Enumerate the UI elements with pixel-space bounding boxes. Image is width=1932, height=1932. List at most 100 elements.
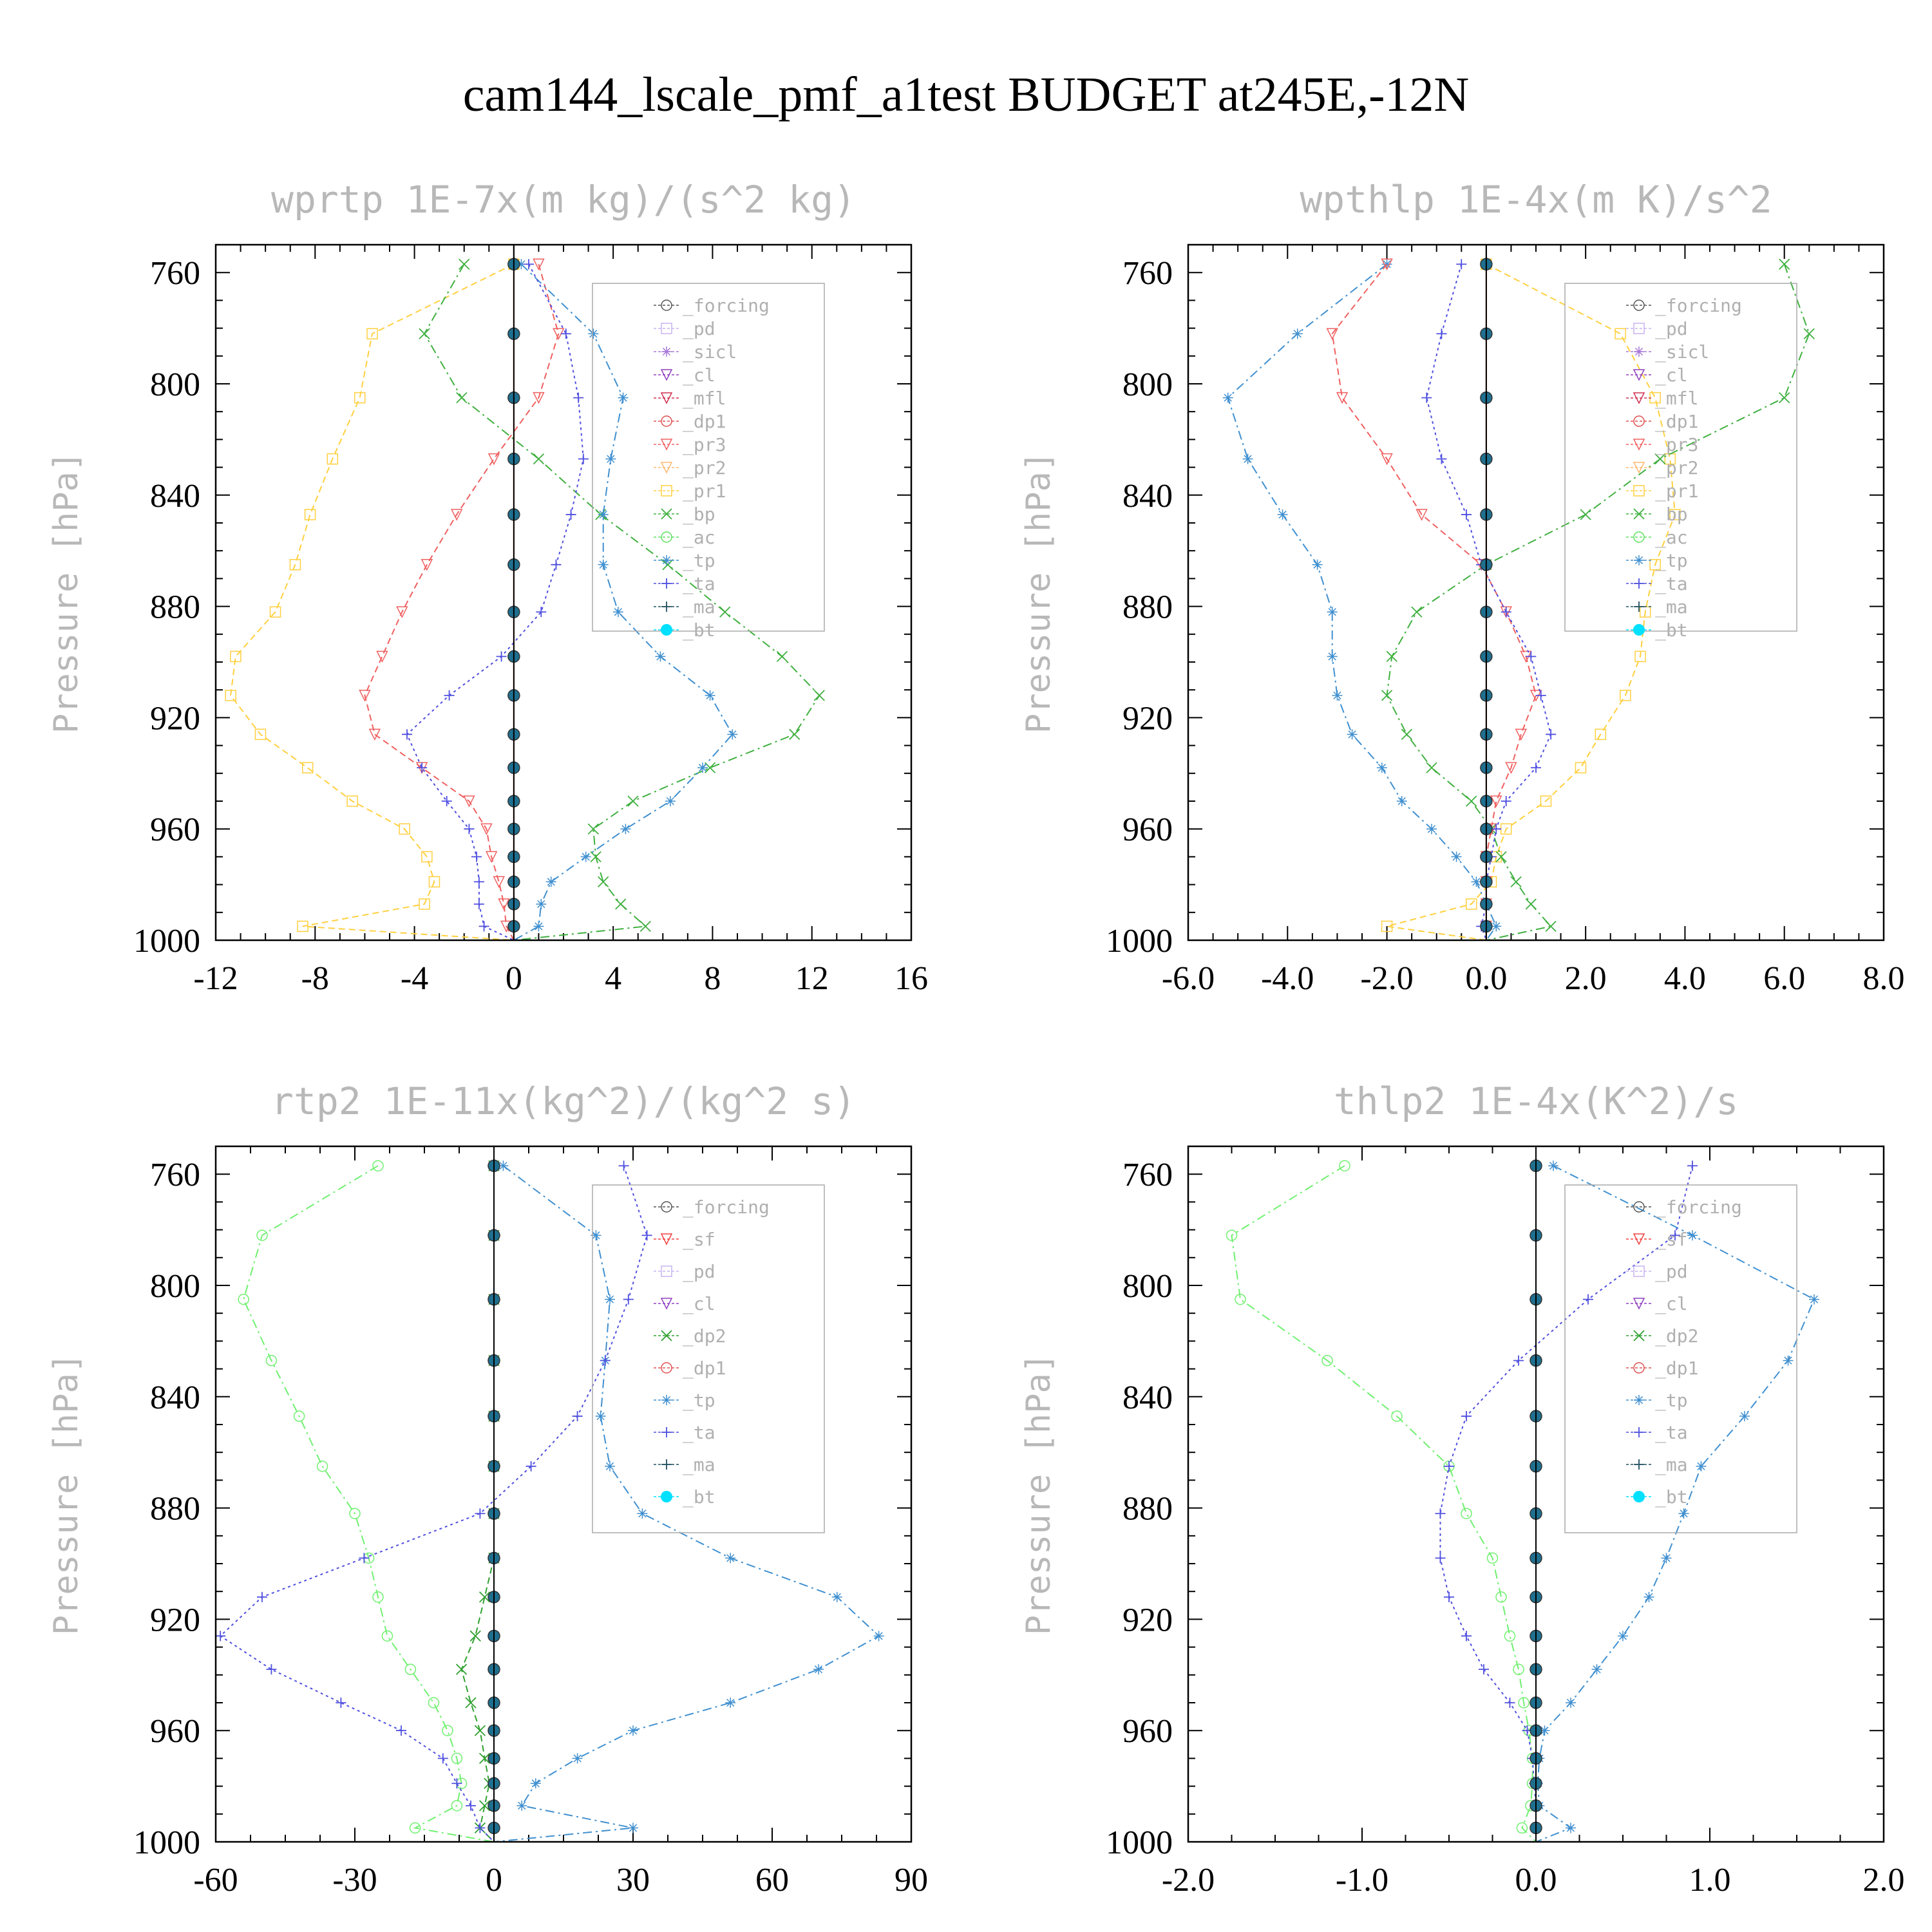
- data-point-pr1: [1649, 559, 1661, 571]
- legend-entry: _mfl: [1655, 388, 1698, 410]
- x-tick-label: 0: [486, 1862, 502, 1899]
- legend-entry: _bt: [683, 1486, 715, 1508]
- data-point-tp: [498, 1160, 509, 1171]
- legend-marker: [1633, 531, 1645, 543]
- data-point-ta: [1436, 453, 1447, 464]
- data-point-ta: [1583, 1294, 1593, 1305]
- legend-marker: [1633, 1330, 1645, 1341]
- data-point-dp1b: [409, 1822, 421, 1834]
- data-point-pr1: [399, 823, 410, 835]
- data-point-tp: [1618, 1631, 1628, 1642]
- y-tick-label: 880: [150, 589, 200, 626]
- data-point-bp: [598, 876, 609, 887]
- data-point-tp: [595, 1411, 606, 1422]
- data-point-tp: [618, 392, 629, 403]
- legend-entry: _ma: [683, 1454, 715, 1476]
- chart-panel-3: rtp2 1E-11x(kg^2)/(kg^2 s) Pressure [hPa]…: [47, 1079, 928, 1899]
- data-point-tp: [727, 729, 738, 740]
- series-line-dp1b: [1231, 1165, 1537, 1842]
- series-group: [216, 1146, 884, 1842]
- legend-entry: _dp1: [1655, 1358, 1698, 1379]
- data-point-pr3: [1336, 392, 1349, 404]
- panel-title: wpthlp 1E-4x(m K)/s^2: [1300, 178, 1772, 222]
- data-point-pr1: [254, 728, 267, 741]
- data-point-tp: [620, 824, 631, 835]
- legend-marker: [661, 1362, 672, 1374]
- data-point-tp: [605, 1461, 615, 1472]
- data-point-tp: [605, 1294, 615, 1305]
- data-point-dp1b: [238, 1293, 249, 1305]
- data-point-bp: [719, 606, 731, 618]
- y-tick-label: 880: [1122, 589, 1173, 626]
- legend-entry: _forcing: [683, 295, 770, 317]
- data-point-pr1: [428, 876, 440, 888]
- data-point-dp2: [465, 1697, 477, 1709]
- data-point-bp: [459, 258, 470, 270]
- data-point-pr1: [230, 650, 242, 663]
- series-line-pr1: [1387, 263, 1676, 940]
- series-line-dp2: [460, 1166, 495, 1842]
- legend-marker: [1634, 1459, 1644, 1470]
- y-tick-label: 760: [150, 1157, 200, 1193]
- data-point-pr1: [1381, 920, 1393, 933]
- legend-entry: _sicl: [683, 341, 737, 363]
- legend-entry: _pr1: [683, 480, 726, 502]
- data-point-ta: [475, 1508, 486, 1519]
- legend-entry: _ma: [1655, 1454, 1688, 1476]
- x-tick-label: 1.0: [1689, 1862, 1731, 1899]
- data-point-pr3: [359, 690, 371, 702]
- data-point-tp: [572, 1753, 583, 1764]
- data-point-bp: [1426, 762, 1437, 773]
- data-point-ta: [1670, 1230, 1680, 1241]
- data-point-ta: [451, 1778, 462, 1789]
- legend-box: [592, 1184, 825, 1533]
- data-point-pr3: [533, 392, 545, 404]
- legend-marker: [1634, 578, 1644, 589]
- panel-title: rtp2 1E-11x(kg^2)/(kg^2 s): [271, 1079, 856, 1123]
- legend-entry: _tp: [1655, 550, 1688, 572]
- data-point-ta: [1461, 1631, 1472, 1642]
- x-tick-label: 2.0: [1863, 1862, 1905, 1899]
- x-tick-label: -1.0: [1336, 1862, 1388, 1899]
- data-point-ta: [1531, 762, 1541, 773]
- data-point-bp: [1803, 328, 1815, 339]
- legend-marker: [1633, 439, 1645, 451]
- data-point-dp1b: [1486, 1552, 1499, 1564]
- data-point-pr3: [376, 650, 388, 663]
- y-tick-label: 800: [150, 366, 200, 403]
- data-point-ta: [578, 453, 589, 464]
- data-point-pr3: [463, 795, 475, 808]
- legend-marker: [1633, 1265, 1645, 1277]
- series-group: [1222, 245, 1815, 940]
- data-point-ta: [551, 559, 562, 570]
- data-point-ta: [1444, 1591, 1454, 1602]
- data-point-pr1: [1615, 328, 1626, 339]
- legend-marker: [1633, 392, 1645, 404]
- data-point-dp1b: [372, 1591, 384, 1603]
- data-point-pr3: [533, 258, 545, 270]
- data-point-ta: [1501, 796, 1511, 806]
- data-point-tp: [655, 651, 666, 662]
- legend-entry: _sf: [683, 1229, 715, 1251]
- legend-marker: [661, 1201, 672, 1213]
- legend-entry: _ta: [683, 573, 715, 595]
- data-point-ta: [444, 690, 455, 701]
- data-point-dp1b: [1461, 1508, 1472, 1519]
- data-point-tp: [813, 1664, 824, 1675]
- data-point-tp: [1809, 1294, 1819, 1305]
- legend-marker: [1633, 1233, 1645, 1245]
- legend-entry: _forcing: [1655, 295, 1742, 317]
- legend-entry: _ac: [683, 527, 715, 549]
- data-point-ta: [437, 1753, 448, 1764]
- data-point-tp: [1783, 1355, 1794, 1366]
- y-tick-label: 920: [150, 700, 200, 737]
- y-tick-label: 960: [1122, 1713, 1173, 1750]
- data-point-dp1b: [1235, 1293, 1246, 1305]
- data-point-tp: [1491, 921, 1502, 932]
- series-line-ta: [219, 1165, 648, 1842]
- data-point-pr3: [1515, 728, 1528, 741]
- data-point-bp: [1779, 258, 1790, 270]
- series-line-tp: [1227, 263, 1497, 940]
- data-point-tp: [1591, 1664, 1602, 1675]
